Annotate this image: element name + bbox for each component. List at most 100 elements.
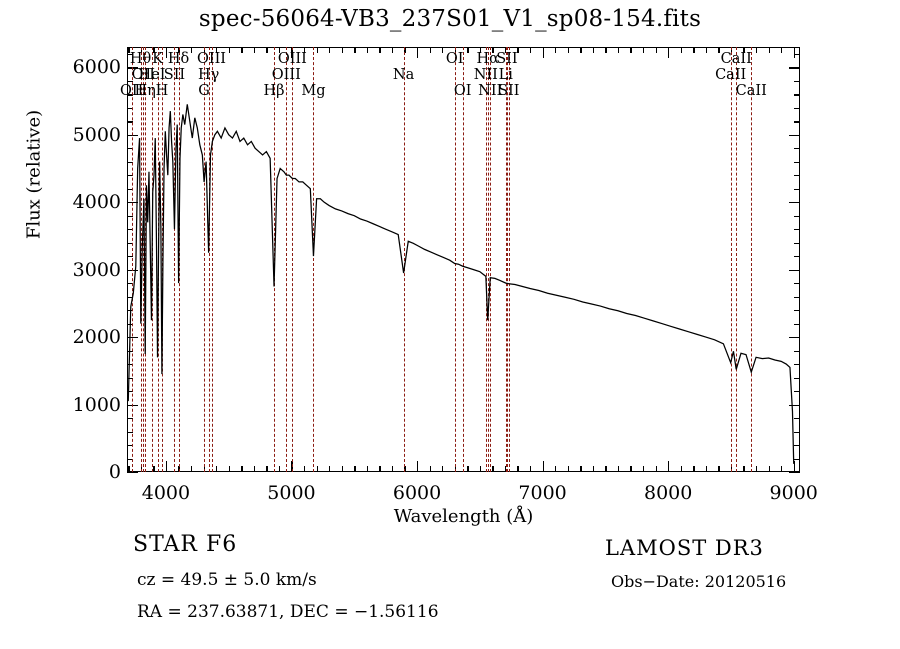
axis-tick <box>555 47 557 53</box>
axis-tick <box>127 148 133 150</box>
axis-tick <box>153 47 155 53</box>
axis-tick <box>630 47 632 53</box>
axis-tick <box>354 47 356 53</box>
x-tick-label: 6000 <box>392 482 442 504</box>
axis-tick <box>555 466 557 472</box>
axis-tick <box>789 472 800 474</box>
spectral-line-label: Hη <box>134 83 156 99</box>
axis-tick <box>153 466 155 472</box>
spectral-line-marker <box>505 47 507 472</box>
axis-tick <box>417 461 419 472</box>
spectral-line-label: H <box>155 83 169 99</box>
axis-tick <box>794 323 800 325</box>
axis-tick <box>794 53 800 56</box>
axis-tick <box>794 121 800 123</box>
spectral-line-label: HeI <box>138 67 166 83</box>
axis-tick <box>127 188 133 190</box>
axis-tick <box>291 47 293 58</box>
axis-tick <box>391 47 394 53</box>
spectrum-trace <box>127 47 800 472</box>
axis-tick <box>479 466 482 472</box>
axis-tick <box>789 67 800 69</box>
axis-tick <box>429 466 431 472</box>
axis-tick <box>228 466 230 472</box>
spectral-line-label: CaII <box>715 67 747 83</box>
axis-tick <box>127 418 133 420</box>
y-axis-title: Flux (relative) <box>23 109 45 240</box>
axis-tick <box>127 80 133 83</box>
axis-tick <box>492 47 494 53</box>
spectral-line-label: Hβ <box>263 83 285 99</box>
axis-tick <box>228 47 230 53</box>
spectral-line-label: Mg <box>301 83 326 99</box>
y-tick-label: 0 <box>108 461 121 483</box>
axis-tick <box>781 466 783 472</box>
axis-tick <box>216 466 218 472</box>
axis-tick <box>517 47 519 53</box>
axis-tick <box>341 47 343 53</box>
spectral-line-label: SII <box>498 83 520 99</box>
axis-tick <box>794 242 800 244</box>
axis-tick <box>366 466 369 472</box>
spectral-line-marker <box>140 47 142 472</box>
spectral-line-label: Na <box>392 67 415 83</box>
x-tick-label: 4000 <box>141 482 191 504</box>
axis-tick <box>127 296 133 298</box>
axis-tick <box>592 47 595 53</box>
spectral-line-label: OII <box>119 83 144 99</box>
axis-tick <box>127 283 133 285</box>
axis-tick <box>794 215 800 217</box>
axis-tick <box>127 53 133 56</box>
axis-tick <box>693 47 695 53</box>
axis-tick <box>794 256 800 258</box>
axis-tick <box>580 47 582 53</box>
axis-tick <box>504 47 507 53</box>
spectral-line-marker <box>131 47 133 472</box>
axis-tick <box>127 121 133 123</box>
axis-tick <box>278 47 281 53</box>
axis-tick <box>794 458 800 460</box>
axis-tick <box>165 47 168 58</box>
axis-tick <box>492 466 494 472</box>
axis-tick <box>794 418 800 420</box>
axis-tick <box>718 466 720 472</box>
spectral-line-marker <box>736 47 738 472</box>
axis-tick <box>680 466 682 472</box>
axis-tick <box>391 466 394 472</box>
radial-velocity-text: cz = 49.5 ± 5.0 km/s <box>137 570 317 590</box>
axis-tick <box>789 134 800 136</box>
axis-tick <box>128 47 130 53</box>
observation-date-text: Obs−Date: 20120516 <box>611 572 787 591</box>
spectral-line-marker <box>508 47 510 472</box>
axis-tick <box>504 466 507 472</box>
axis-tick <box>191 47 193 53</box>
object-class-and-type: STAR F6 <box>133 532 238 557</box>
spectral-line-label: Hθ <box>129 51 152 67</box>
spectral-line-marker <box>506 47 508 472</box>
spectral-line-label: NII <box>473 67 498 83</box>
axis-tick <box>127 256 133 258</box>
axis-tick <box>756 47 758 53</box>
axis-tick <box>341 466 343 472</box>
spectral-line-label: OI <box>445 51 464 67</box>
axis-tick <box>705 466 708 472</box>
axis-tick <box>366 47 369 53</box>
axis-tick <box>793 461 796 472</box>
spectral-line-label: SII <box>163 67 186 83</box>
axis-tick <box>127 364 133 366</box>
axis-tick <box>304 466 306 472</box>
spectral-line-label: OII <box>131 67 155 83</box>
x-tick-label: 5000 <box>267 482 316 504</box>
axis-tick <box>429 47 431 53</box>
axis-tick <box>756 466 758 472</box>
axis-tick <box>517 466 519 472</box>
axis-tick <box>127 242 133 244</box>
axis-tick <box>617 466 620 472</box>
x-tick-label: 8000 <box>643 482 693 504</box>
axis-tick <box>794 148 800 150</box>
spectral-line-marker <box>462 47 464 472</box>
axis-tick <box>191 466 193 472</box>
axis-tick <box>128 466 130 472</box>
axis-tick <box>127 229 133 231</box>
axis-tick <box>266 466 268 472</box>
